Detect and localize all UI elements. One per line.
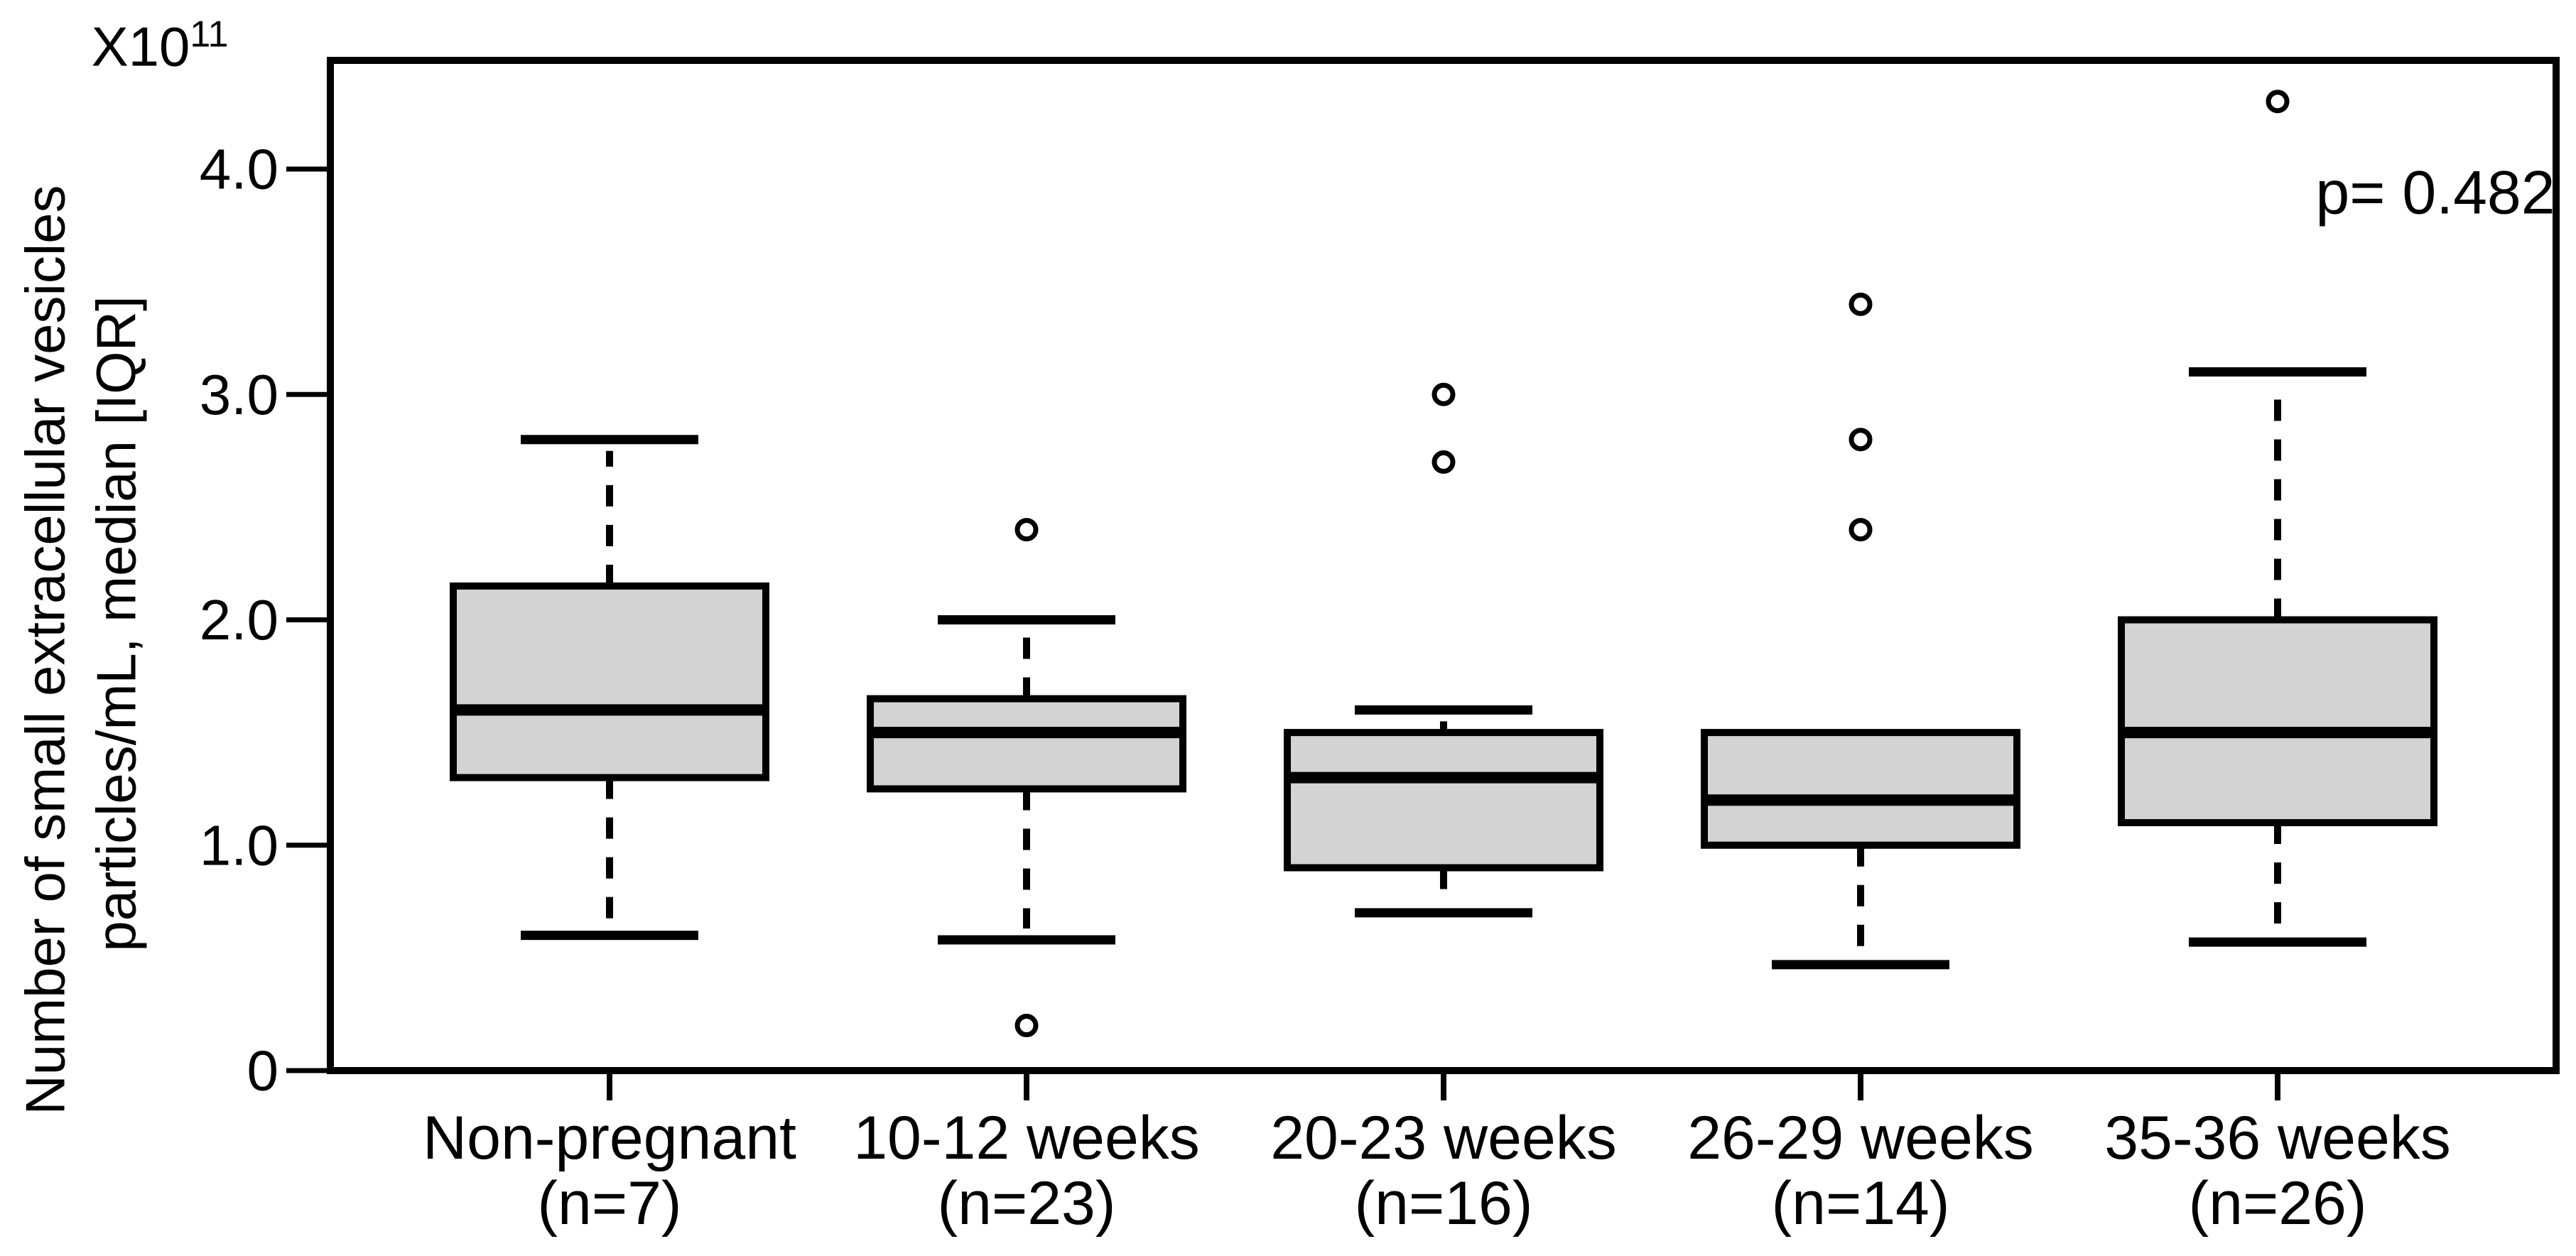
iqr-box	[1701, 729, 2020, 849]
sample-size-label: (n=26)	[2189, 1169, 2367, 1238]
outlier-point	[1432, 450, 1456, 474]
sample-size-label: (n=16)	[1355, 1169, 1533, 1238]
sample-size-label: (n=7)	[537, 1169, 681, 1238]
y-axis-label-line2: particles/mL, median [IQR]	[85, 296, 148, 952]
y-tick-label: 0	[247, 1039, 279, 1103]
sample-size-label: (n=23)	[938, 1169, 1116, 1238]
iqr-box	[1284, 729, 1603, 872]
scale-base: X10	[91, 15, 190, 78]
p-value-annotation: p= 0.482	[2315, 158, 2555, 227]
plot-frame	[327, 57, 2560, 1074]
category-label: Non-pregnant	[423, 1104, 796, 1172]
y-axis-label-line1: Number of small extracellular vesicles	[13, 185, 77, 1115]
category-label: 20-23 weeks	[1270, 1104, 1617, 1172]
y-tick-label: 1.0	[200, 813, 278, 877]
category-label: 35-36 weeks	[2104, 1104, 2451, 1172]
outlier-point	[1849, 292, 1873, 316]
sample-size-label: (n=14)	[1772, 1169, 1950, 1238]
y-axis-scale-label: X1011	[92, 15, 229, 80]
scale-exponent: 11	[190, 13, 229, 55]
outlier-point	[1014, 1014, 1039, 1038]
category-label: 10-12 weeks	[853, 1104, 1200, 1172]
outlier-point	[1014, 518, 1039, 542]
outlier-point	[1432, 382, 1456, 406]
y-tick-label: 3.0	[200, 363, 278, 426]
outlier-point	[1849, 518, 1873, 542]
iqr-box	[450, 582, 769, 781]
y-tick-label: 4.0	[200, 138, 278, 201]
iqr-box	[867, 695, 1186, 793]
category-label: 26-29 weeks	[1687, 1104, 2034, 1172]
outlier-point	[1849, 428, 1873, 452]
y-tick-label: 2.0	[200, 588, 278, 651]
outlier-point	[2266, 90, 2290, 114]
iqr-box	[2118, 616, 2437, 827]
